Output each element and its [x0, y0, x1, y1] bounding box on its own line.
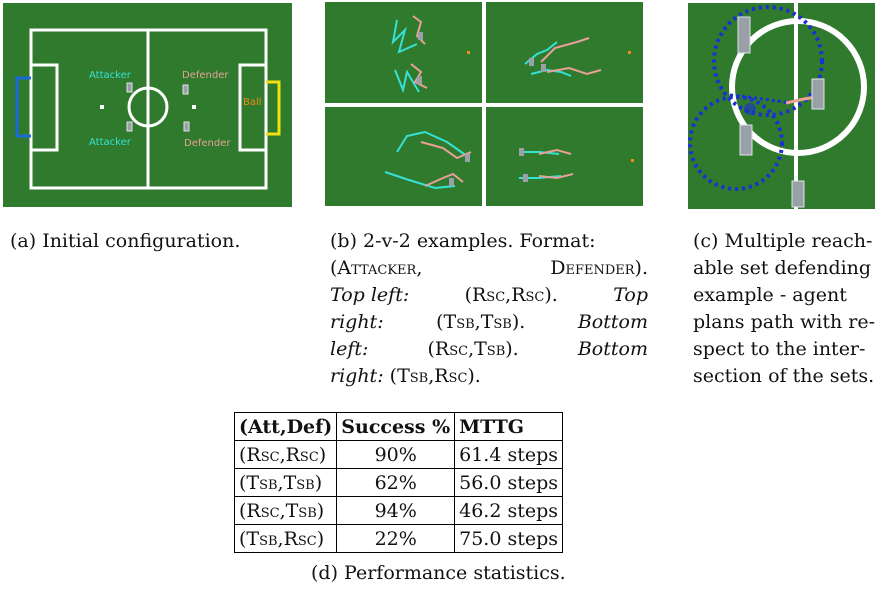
table-row: (Rsc,Tsb) 94% 46.2 steps [233, 496, 564, 525]
caption-b-top-left-label: Top left: [330, 284, 410, 306]
attacker-robot-bottom [126, 121, 133, 132]
right-penalty-box [238, 63, 268, 152]
caption-b-bottom-right-value: (Tsb,Rsc). [389, 365, 481, 387]
robot-right [811, 78, 825, 110]
defender-robot-top [182, 84, 189, 95]
robot-top [737, 16, 751, 54]
robot-left [739, 124, 753, 156]
figure-b-examples [325, 2, 643, 206]
caption-b-top-right-label-a: Top [613, 284, 648, 306]
reachable-set-diagram [688, 3, 867, 209]
attacker-label-bottom: Attacker [89, 137, 132, 148]
left-spot [100, 105, 104, 109]
cell-mttg: 61.4 steps [454, 440, 564, 469]
table-header-row: (Att,Def) Success % MTTG [233, 412, 564, 441]
caption-b-line2: (Attacker, Defender). [330, 257, 648, 279]
examples-grid [325, 2, 643, 206]
caption-a: (a) Initial configuration. [10, 230, 241, 252]
cell-success: 22% [336, 524, 456, 553]
example-top-right [524, 37, 631, 77]
caption-c-line2: able set defending [693, 257, 872, 279]
defender-robot-bottom [183, 121, 190, 132]
robot-bottom [791, 180, 805, 208]
ball-label: Ball [243, 97, 262, 108]
caption-b-top-right-value: (Tsb,Tsb). [436, 311, 526, 333]
caption-b-top-left-value: (Rsc,Rsc). [464, 284, 558, 306]
caption-b: (b) 2-v-2 examples. Format: (Attacker, D… [330, 228, 648, 390]
caption-c-line5: spect to the inter- [693, 338, 866, 360]
cell-pair: (Rsc,Tsb) [233, 496, 338, 525]
figure-a-field: Attacker Attacker Defender Defender Ball [3, 3, 292, 207]
header-success: Success % [336, 412, 456, 441]
caption-c-line3: example - agent [693, 284, 847, 306]
caption-b-bottom-left-value: (Rsc,Tsb). [427, 338, 519, 360]
attacker-robot-top [126, 82, 133, 93]
caption-b-line4: right: (Tsb,Tsb). Bottom [330, 309, 648, 336]
caption-c-line6: section of the sets. [693, 365, 875, 387]
cell-mttg: 56.0 steps [454, 468, 564, 497]
right-goal [266, 80, 281, 136]
caption-b-line5: left: (Rsc,Tsb). Bottom [330, 336, 648, 363]
cell-success: 62% [336, 468, 456, 497]
caption-b-line3: Top left: (Rsc,Rsc). Top [330, 282, 648, 309]
caption-b-defender: Defender [550, 257, 635, 279]
defender-label-top: Defender [182, 70, 229, 81]
header-att-def: (Att,Def) [233, 412, 338, 441]
field-diagram-a: Attacker Attacker Defender Defender Ball [15, 28, 281, 190]
table-row: (Tsb,Rsc) 22% 75.0 steps [233, 524, 564, 553]
caption-d: (d) Performance statistics. [311, 562, 566, 584]
cell-mttg: 75.0 steps [454, 524, 564, 553]
defender-label-bottom: Defender [184, 138, 231, 149]
cell-success: 94% [336, 496, 456, 525]
figure-c-reachable-sets [688, 3, 875, 209]
performance-table: (Att,Def) Success % MTTG (Rsc,Rsc) 90% 6… [233, 412, 564, 553]
caption-c-line1: (c) Multiple reach- [693, 230, 873, 252]
table-row: (Rsc,Rsc) 90% 61.4 steps [233, 440, 564, 469]
cell-success: 90% [336, 440, 456, 469]
table-row: (Tsb,Tsb) 62% 56.0 steps [233, 468, 564, 497]
example-bottom-left [384, 130, 472, 190]
header-mttg: MTTG [454, 412, 564, 441]
cell-mttg: 46.2 steps [454, 496, 564, 525]
center-circle [127, 86, 169, 128]
cell-pair: (Tsb,Rsc) [233, 524, 338, 553]
example-bottom-right [519, 148, 634, 182]
caption-b-attacker: Attacker [337, 257, 417, 279]
cell-pair: (Rsc,Rsc) [233, 440, 338, 469]
left-goal [15, 76, 31, 138]
right-spot [192, 105, 196, 109]
attacker-label-top: Attacker [89, 70, 132, 81]
caption-c: (c) Multiple reach- able set defending e… [693, 228, 881, 390]
example-top-left [391, 15, 470, 94]
caption-b-line1: (b) 2-v-2 examples. Format: [330, 230, 596, 252]
caption-c-line4: plans path with re- [693, 311, 875, 333]
caption-b-line6: right: (Tsb,Rsc). [330, 365, 481, 387]
cell-pair: (Tsb,Tsb) [233, 468, 338, 497]
left-penalty-box [29, 63, 59, 152]
